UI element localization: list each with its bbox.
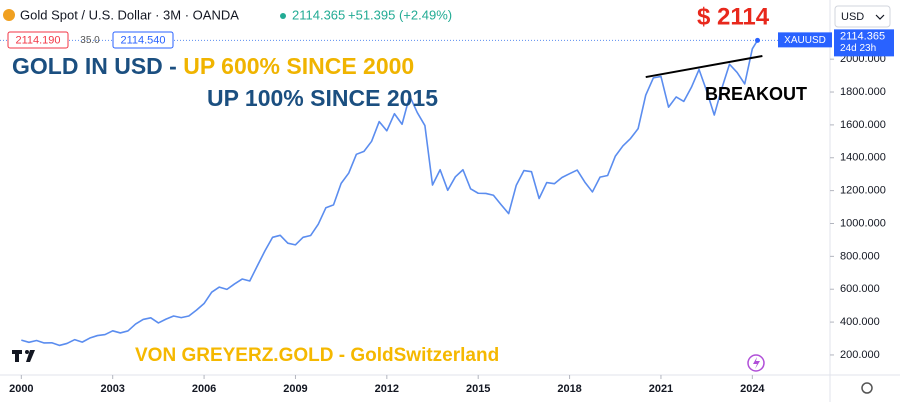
price-tag-label: 2114.365 [840,30,885,42]
ask-box[interactable] [112,31,174,49]
breakout-label: BREAKOUT [705,84,807,104]
x-tick-label: 2018 [557,383,581,395]
price-callout: $ 2114 [697,3,770,30]
y-tick-label: 600.000 [840,283,880,295]
status-dot [280,13,286,19]
y-tick-label: 2000.000 [840,53,886,65]
credit: VON GREYERZ.GOLD - GoldSwitzerland [135,345,499,366]
y-tick-label: 400.000 [840,316,880,328]
symbol-tag [778,32,832,48]
price-line [21,39,759,347]
subheadline: UP 100% SINCE 2015 [207,85,438,111]
bid-box[interactable] [7,31,69,49]
bid-price: 2114.190 [15,34,60,46]
y-tick-label: 800.000 [840,250,880,262]
price-tag [834,29,894,57]
headline-part: UP 600% SINCE 2000 [183,53,414,79]
countdown: 24d 23h [840,43,876,54]
settings-icon[interactable] [861,382,873,394]
y-tick-label: 1000.000 [840,217,886,229]
currency-label: USD [841,11,864,23]
y-tick-label: 1400.000 [840,152,886,164]
x-tick-label: 2021 [649,383,673,395]
chevron [875,14,885,20]
x-tick-label: 2009 [283,383,307,395]
tv-logo [12,350,35,362]
x-tick-label: 2003 [100,383,124,395]
x-tick-label: 2006 [192,383,216,395]
alert-bolt [753,357,760,369]
price-change: +51.395 (+2.49%) [348,7,452,22]
x-tick-label: 2000 [9,383,33,395]
chart-title[interactable]: Gold Spot / U.S. Dollar · 3M · OANDA [20,7,239,22]
ask-price: 2114.540 [120,34,165,46]
symbol-tag-label: XAUUSD [784,35,826,46]
x-tick-label: 2015 [466,383,490,395]
y-tick-label: 200.000 [840,349,880,361]
spread: 35.0 [80,35,100,46]
x-tick-label: 2012 [375,383,399,395]
y-tick-label: 1200.000 [840,185,886,197]
trendline [645,55,763,79]
y-tick-label: 1800.000 [840,86,886,98]
y-tick-label: 1600.000 [840,119,886,131]
headline: GOLD IN USD - UP 600% SINCE 2000 [12,53,414,79]
alert-icon[interactable] [747,354,765,372]
last-price: 2114.365 [292,7,345,22]
x-tick-label: 2024 [740,383,765,395]
headline-part: GOLD IN USD - [12,53,183,79]
symbol-icon [3,9,15,21]
last-point [755,37,761,43]
currency-select[interactable] [834,5,891,28]
